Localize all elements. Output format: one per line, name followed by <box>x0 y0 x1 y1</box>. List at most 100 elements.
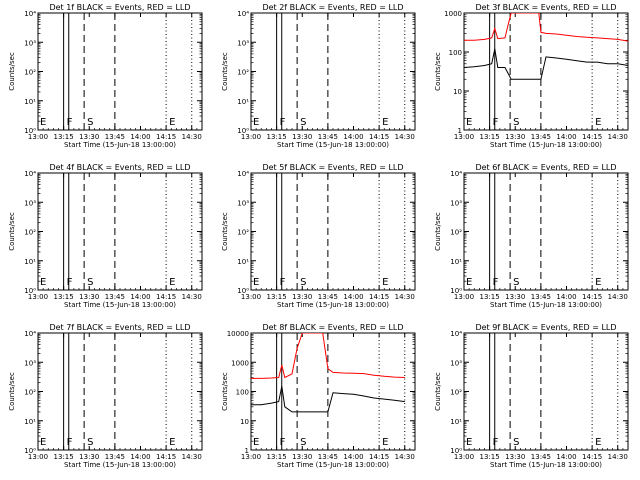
panel-title: Det 6f BLACK = Events, RED = LLD <box>475 163 616 172</box>
x-tick-label: 14:30 <box>182 293 202 301</box>
start-marker-label: E <box>466 117 472 128</box>
x-tick-label: 14:15 <box>369 293 389 301</box>
y-tick-label: 100 <box>236 389 249 397</box>
start-marker-label: E <box>253 117 259 128</box>
x-tick-label: 13:15 <box>480 453 500 461</box>
x-tick-label: 13:45 <box>531 293 551 301</box>
panel-title: Det 7f BLACK = Events, RED = LLD <box>49 323 190 332</box>
y-axis-label: Counts/sec <box>221 212 229 251</box>
panel-title: Det 3f BLACK = Events, RED = LLD <box>475 3 616 12</box>
x-tick-label: 14:00 <box>343 133 363 141</box>
y-tick-label: 10⁴ <box>24 170 36 178</box>
reference-line-label: F <box>280 117 286 128</box>
x-tick-label: 14:15 <box>582 133 602 141</box>
y-tick-label: 10⁴ <box>24 10 36 18</box>
y-tick-label: 10000 <box>227 330 249 338</box>
x-tick-label: 13:15 <box>267 293 287 301</box>
x-tick-label: 14:00 <box>556 133 576 141</box>
x-tick-label: 13:00 <box>28 133 48 141</box>
y-tick-label: 100 <box>449 49 462 57</box>
y-tick-label: 10¹ <box>24 418 36 426</box>
y-tick-label: 10¹ <box>24 98 36 106</box>
plot-frame <box>37 172 203 291</box>
reference-line-label: E <box>595 117 601 128</box>
x-tick-label: 13:30 <box>292 453 312 461</box>
reference-line-label: F <box>67 437 73 448</box>
reference-line-label: S <box>513 117 519 128</box>
x-tick-label: 13:00 <box>454 293 474 301</box>
y-tick-label: 10¹ <box>24 258 36 266</box>
panel-title: Det 1f BLACK = Events, RED = LLD <box>49 3 190 12</box>
x-axis-label: Start Time (15-Jun-18 13:00:00) <box>64 141 176 149</box>
x-tick-label: 13:30 <box>292 293 312 301</box>
y-tick-label: 10⁴ <box>450 330 462 338</box>
y-tick-label: 1 <box>458 127 462 135</box>
x-axis-label: Start Time (15-Jun-18 13:00:00) <box>64 301 176 309</box>
y-tick-label: 1000 <box>231 359 249 367</box>
x-tick-label: 14:00 <box>343 453 363 461</box>
x-tick-label: 14:00 <box>130 453 150 461</box>
plot-frame <box>37 12 203 131</box>
panel-title: Det 9f BLACK = Events, RED = LLD <box>475 323 616 332</box>
x-tick-label: 14:00 <box>130 133 150 141</box>
x-tick-label: 14:00 <box>130 293 150 301</box>
reference-line-label: S <box>300 437 306 448</box>
y-tick-label: 10² <box>450 389 462 397</box>
x-tick-label: 13:30 <box>79 133 99 141</box>
y-tick-label: 10³ <box>24 359 36 367</box>
y-tick-label: 10³ <box>237 39 249 47</box>
y-axis-label: Counts/sec <box>8 212 16 251</box>
start-marker-label: E <box>40 437 46 448</box>
reference-line-label: F <box>67 277 73 288</box>
x-tick-label: 14:15 <box>582 453 602 461</box>
reference-line-label: E <box>169 437 175 448</box>
plot-frame <box>250 12 416 131</box>
reference-line-label: F <box>280 277 286 288</box>
x-tick-label: 14:30 <box>608 293 628 301</box>
x-tick-label: 14:15 <box>156 453 176 461</box>
y-tick-label: 10³ <box>450 199 462 207</box>
x-axis-label: Start Time (15-Jun-18 13:00:00) <box>490 141 602 149</box>
x-tick-label: 13:45 <box>531 453 551 461</box>
x-tick-label: 14:00 <box>556 453 576 461</box>
x-tick-label: 14:30 <box>395 133 415 141</box>
x-tick-label: 13:45 <box>105 453 125 461</box>
y-tick-label: 10³ <box>24 39 36 47</box>
reference-line-label: S <box>513 437 519 448</box>
start-marker-label: E <box>253 277 259 288</box>
x-tick-label: 13:00 <box>454 133 474 141</box>
y-tick-label: 1000 <box>444 10 462 18</box>
x-tick-label: 13:15 <box>54 453 74 461</box>
x-tick-label: 13:45 <box>318 133 338 141</box>
x-tick-label: 13:45 <box>105 293 125 301</box>
y-tick-label: 10⁰ <box>24 127 36 135</box>
x-tick-label: 13:45 <box>531 133 551 141</box>
plot-frame <box>463 332 629 451</box>
x-tick-label: 13:15 <box>267 453 287 461</box>
plot-frame <box>463 172 629 291</box>
x-tick-label: 14:15 <box>582 293 602 301</box>
y-tick-label: 1 <box>245 447 249 455</box>
y-axis-label: Counts/sec <box>434 212 442 251</box>
y-tick-label: 10² <box>450 229 462 237</box>
reference-line-label: F <box>280 437 286 448</box>
y-tick-label: 10¹ <box>450 418 462 426</box>
plot-frame <box>463 12 629 131</box>
y-tick-label: 10¹ <box>237 98 249 106</box>
x-tick-label: 13:00 <box>241 133 261 141</box>
plot-frame <box>37 332 203 451</box>
y-axis-label: Counts/sec <box>221 372 229 411</box>
x-axis-label: Start Time (15-Jun-18 13:00:00) <box>490 301 602 309</box>
x-axis-label: Start Time (15-Jun-18 13:00:00) <box>277 301 389 309</box>
y-tick-label: 10⁰ <box>24 287 36 295</box>
y-tick-label: 10 <box>240 418 249 426</box>
reference-line-label: S <box>87 117 93 128</box>
x-tick-label: 13:15 <box>267 133 287 141</box>
y-tick-label: 10² <box>24 69 36 77</box>
y-tick-label: 10⁰ <box>237 127 249 135</box>
reference-line-label: F <box>493 437 499 448</box>
x-axis-label: Start Time (15-Jun-18 13:00:00) <box>277 461 389 469</box>
reference-line-label: S <box>513 277 519 288</box>
x-tick-label: 14:30 <box>608 133 628 141</box>
